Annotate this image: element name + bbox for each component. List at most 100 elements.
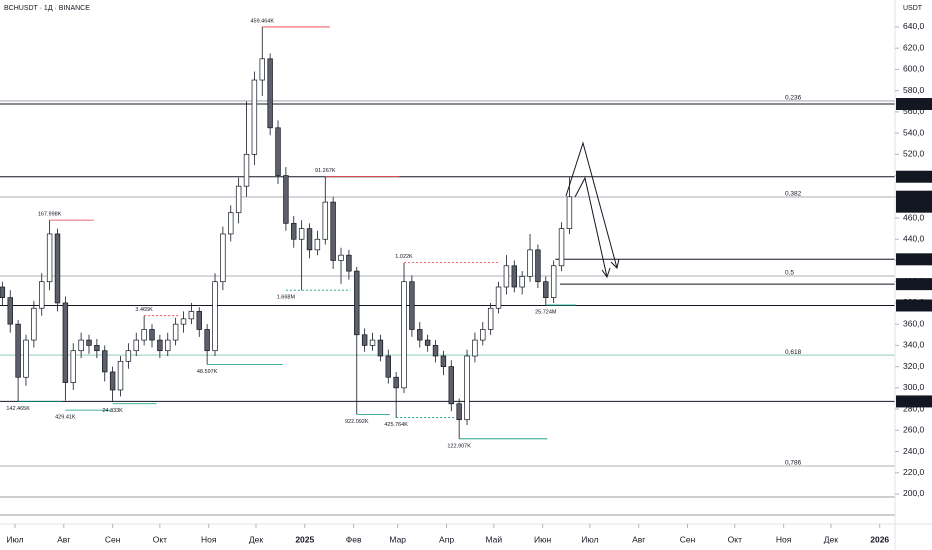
projection-path [574, 176, 608, 278]
candle-body [298, 228, 305, 240]
candle-body [519, 276, 525, 288]
candle-body [464, 355, 470, 421]
candle-body [566, 196, 573, 229]
candle-body [157, 339, 163, 352]
candle-body [31, 307, 37, 341]
candle-body [283, 175, 289, 224]
x-tick-label: Май [485, 534, 502, 544]
candle-body [432, 345, 439, 357]
annotation-label: 24.333K [102, 408, 123, 414]
x-tick-label: Окт [153, 534, 167, 544]
price-label-box [896, 170, 932, 183]
candle-body [275, 127, 281, 176]
candle-body [54, 233, 61, 304]
candle-body [180, 318, 187, 325]
price-label: 498,9 [900, 171, 922, 181]
annotation-label: 1.022K [395, 254, 413, 260]
projection-arrows [565, 141, 620, 279]
annotation-label: 25.724M [535, 310, 557, 316]
candle-body [267, 58, 273, 129]
candle-body [141, 329, 147, 341]
candle-body [39, 281, 45, 309]
candle-body [558, 228, 565, 267]
y-tick-label: 620,0 [903, 42, 925, 52]
annotation-label: 922.092K [345, 419, 369, 425]
candle-body [133, 339, 139, 352]
candle-body [306, 228, 313, 251]
candle-body [487, 307, 494, 330]
price-label: 397,7 [900, 278, 922, 288]
arrow-head [610, 258, 620, 269]
candle-body [212, 281, 218, 352]
candle-body [62, 302, 69, 383]
annotation-label: 1.668M [277, 295, 296, 301]
candle-body [109, 371, 116, 391]
last-price-box [896, 190, 932, 213]
candle-body [385, 355, 391, 378]
x-tick-label: Июл [6, 534, 23, 544]
price-label-box [896, 299, 932, 312]
candle-body [495, 286, 502, 309]
candle-body [243, 153, 250, 187]
candle-body [228, 212, 234, 235]
candle-body [78, 339, 84, 352]
plot-area: 0,236 0,382 0,5 0,618 0,786 459.464K 167.998K 3… [0, 18, 895, 516]
price-label-box [896, 278, 932, 291]
candle-body [196, 311, 202, 330]
y-tick-label: 200,0 [903, 488, 925, 498]
annotation-label: 91.267K [315, 168, 336, 174]
candle-body [409, 281, 415, 330]
candle-body [338, 254, 344, 261]
y-tick-label: 340,0 [903, 340, 925, 350]
y-tick-label: 600,0 [903, 64, 925, 74]
candle-body [456, 403, 462, 421]
candle-body [527, 249, 533, 277]
candle-body [15, 323, 21, 378]
price-label: 567,4 [900, 98, 922, 108]
x-tick-label: Авг [632, 534, 645, 544]
x-tick-label: Мар [389, 534, 406, 544]
candle-body [322, 201, 328, 240]
candle-body [172, 323, 179, 341]
candle-body [165, 339, 171, 352]
candle-body [0, 286, 6, 298]
price-label: 287,2 [900, 396, 922, 406]
candle-body [361, 334, 368, 346]
x-tick-label: Июн [534, 534, 551, 544]
candle-body [23, 339, 29, 378]
x-tick-label: Окт [728, 534, 742, 544]
annotation-label: 3.465K [135, 307, 153, 313]
y-tick-label: 560,0 [903, 106, 925, 116]
y-tick-label: 580,0 [903, 85, 925, 95]
candle-body [94, 345, 100, 352]
candle-body [117, 360, 124, 391]
candle-body [511, 265, 517, 288]
y-tick-label: 520,0 [903, 149, 925, 159]
x-tick-label: Дек [824, 534, 838, 544]
annotation-label: 167.998K [38, 212, 62, 218]
x-tick-label: 2025 [295, 534, 314, 544]
y-tick-label: 220,0 [903, 467, 925, 477]
x-tick-label: Фев [346, 534, 362, 544]
candle-body [188, 311, 195, 320]
y-tick-label: 320,0 [903, 361, 925, 371]
candle-body [291, 222, 297, 240]
candle-body [417, 329, 423, 341]
candle-body [314, 238, 321, 251]
y-tick-label: 260,0 [903, 425, 925, 435]
annotation-label: 48.597K [197, 369, 218, 375]
candle-body [401, 281, 407, 389]
candle-body [354, 270, 360, 336]
y-tick-label: 280,0 [903, 403, 925, 413]
y-tick-label: 240,0 [903, 446, 925, 456]
candle-body [448, 366, 454, 405]
candle-body [46, 233, 53, 283]
price-labels: 567,4 498,9 421,1 397,7 377,6 287,2 480,103:51… [896, 98, 932, 408]
price-label: 377,6 [900, 300, 922, 310]
candle-body [86, 339, 92, 346]
candle-body [550, 265, 557, 298]
candle-body [7, 297, 13, 325]
fib-label: 0,5 [785, 270, 794, 277]
